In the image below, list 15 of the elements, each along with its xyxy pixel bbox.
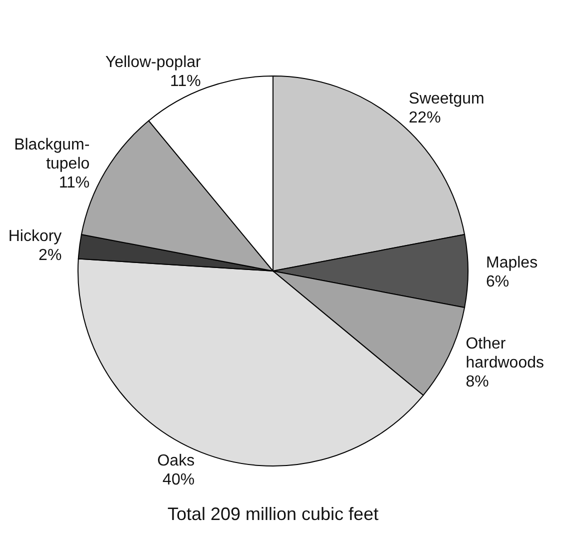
slice-label: Yellow-poplar (105, 54, 202, 72)
slice-label: Other hardwoods (466, 336, 544, 372)
data-label: 2% (38, 246, 62, 264)
slice-label: Sweetgum (408, 90, 484, 108)
data-label: 8% (466, 374, 489, 391)
data-label: 11% (58, 174, 90, 192)
data-label: 11% (170, 73, 201, 90)
slice-label: Blackgum-tupelo (14, 136, 90, 173)
data-label: 6% (486, 274, 510, 290)
data-label: 40% (162, 472, 195, 489)
slice-label: Maples (486, 254, 538, 272)
slice-label: Oaks (157, 452, 195, 470)
text: Total 209 million cubic feet (167, 504, 379, 524)
slice-label: Hickory (8, 228, 62, 245)
data-label: 22% (408, 109, 441, 126)
